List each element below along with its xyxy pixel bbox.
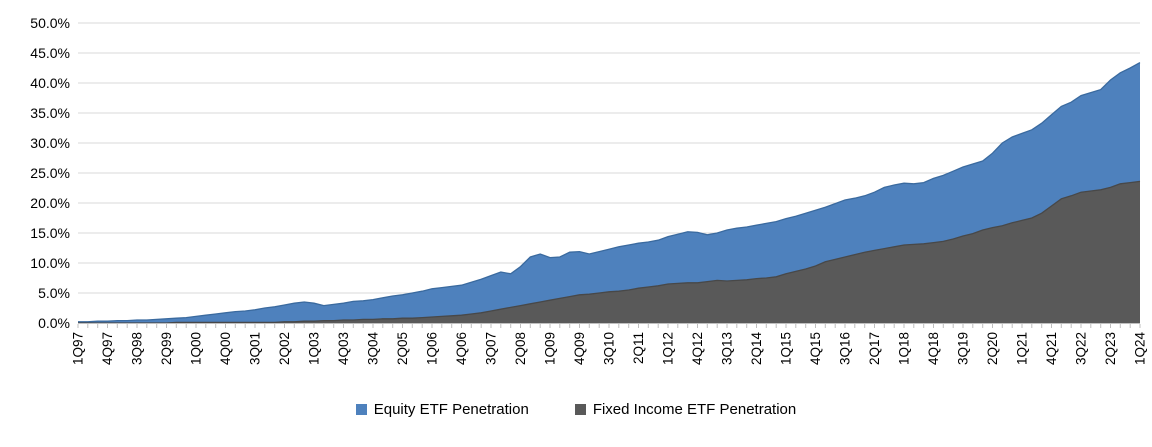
area-edge-equity xyxy=(78,62,1141,323)
x-axis-label: 2Q08 xyxy=(513,332,528,365)
x-axis-label: 1Q03 xyxy=(307,332,322,365)
y-axis-label: 30.0% xyxy=(30,135,70,151)
legend-swatch-fixed-income xyxy=(574,404,586,415)
x-axis-label: 1Q21 xyxy=(1015,332,1030,365)
x-axis-label: 4Q15 xyxy=(808,332,823,365)
x-axis-label: 2Q23 xyxy=(1103,332,1118,365)
x-axis-label: 3Q19 xyxy=(956,332,971,365)
x-axis-label: 1Q15 xyxy=(779,332,794,365)
x-axis-label: 4Q18 xyxy=(926,332,941,365)
y-axis-label: 40.0% xyxy=(30,75,70,91)
x-axis-label: 3Q13 xyxy=(720,332,735,365)
x-axis-label: 2Q05 xyxy=(395,332,410,365)
x-axis-label: 2Q02 xyxy=(277,332,292,365)
legend: Equity ETF Penetration Fixed Income ETF … xyxy=(0,401,1152,418)
legend-label-equity: Equity ETF Penetration xyxy=(373,401,529,418)
x-axis-label: 3Q16 xyxy=(838,332,853,365)
legend-item-fixed-income: Fixed Income ETF Penetration xyxy=(574,401,797,418)
x-axis-label: 1Q12 xyxy=(661,332,676,365)
x-axis-label: 4Q12 xyxy=(690,332,705,365)
x-axis-label: 1Q00 xyxy=(189,332,204,365)
y-axis-label: 25.0% xyxy=(30,165,70,181)
y-axis-label: 50.0% xyxy=(30,15,70,31)
x-axis-label: 3Q22 xyxy=(1074,332,1089,365)
x-axis-label: 3Q10 xyxy=(602,332,617,365)
legend-item-equity: Equity ETF Penetration xyxy=(355,401,529,418)
y-axis-label: 15.0% xyxy=(30,225,70,241)
y-axis-label: 45.0% xyxy=(30,45,70,61)
y-axis-label: 10.0% xyxy=(30,255,70,271)
x-axis-label: 1Q09 xyxy=(543,332,558,365)
x-axis-label: 3Q04 xyxy=(366,332,381,366)
x-axis-label: 4Q97 xyxy=(100,332,115,365)
x-axis-label: 4Q00 xyxy=(218,332,233,365)
y-axis-label: 5.0% xyxy=(38,285,70,301)
legend-label-fixed-income: Fixed Income ETF Penetration xyxy=(592,401,797,418)
y-axis-label: 20.0% xyxy=(30,195,70,211)
x-axis-label: 3Q01 xyxy=(248,332,263,365)
x-axis-label: 2Q20 xyxy=(985,332,1000,365)
x-axis-label: 4Q06 xyxy=(454,332,469,365)
x-axis-label: 3Q07 xyxy=(484,332,499,365)
x-axis-label: 2Q11 xyxy=(631,332,646,364)
y-axis-label: 35.0% xyxy=(30,105,70,121)
x-axis-label: 2Q99 xyxy=(159,332,174,365)
x-axis-label: 3Q98 xyxy=(130,332,145,365)
x-axis-label: 1Q06 xyxy=(425,332,440,365)
legend-swatch-equity xyxy=(355,404,367,415)
x-axis-label: 4Q03 xyxy=(336,332,351,365)
x-axis-label: 4Q09 xyxy=(572,332,587,365)
x-axis-label: 1Q18 xyxy=(897,332,912,365)
x-axis-label: 4Q21 xyxy=(1044,332,1059,365)
x-axis-label: 1Q24 xyxy=(1133,332,1148,366)
area-fixed-income xyxy=(78,181,1140,323)
chart-canvas: 0.0% 5.0% 10.0% 15.0% 20.0% 25.0% 30.0% 35.0% 40… xyxy=(30,15,1148,366)
x-axis-label: 2Q17 xyxy=(867,332,882,365)
area-edge-fixed-income xyxy=(78,180,1141,324)
x-axis-label: 1Q97 xyxy=(71,332,86,365)
y-axis-label: 0.0% xyxy=(38,315,70,331)
x-axis-label: 2Q14 xyxy=(749,332,764,366)
